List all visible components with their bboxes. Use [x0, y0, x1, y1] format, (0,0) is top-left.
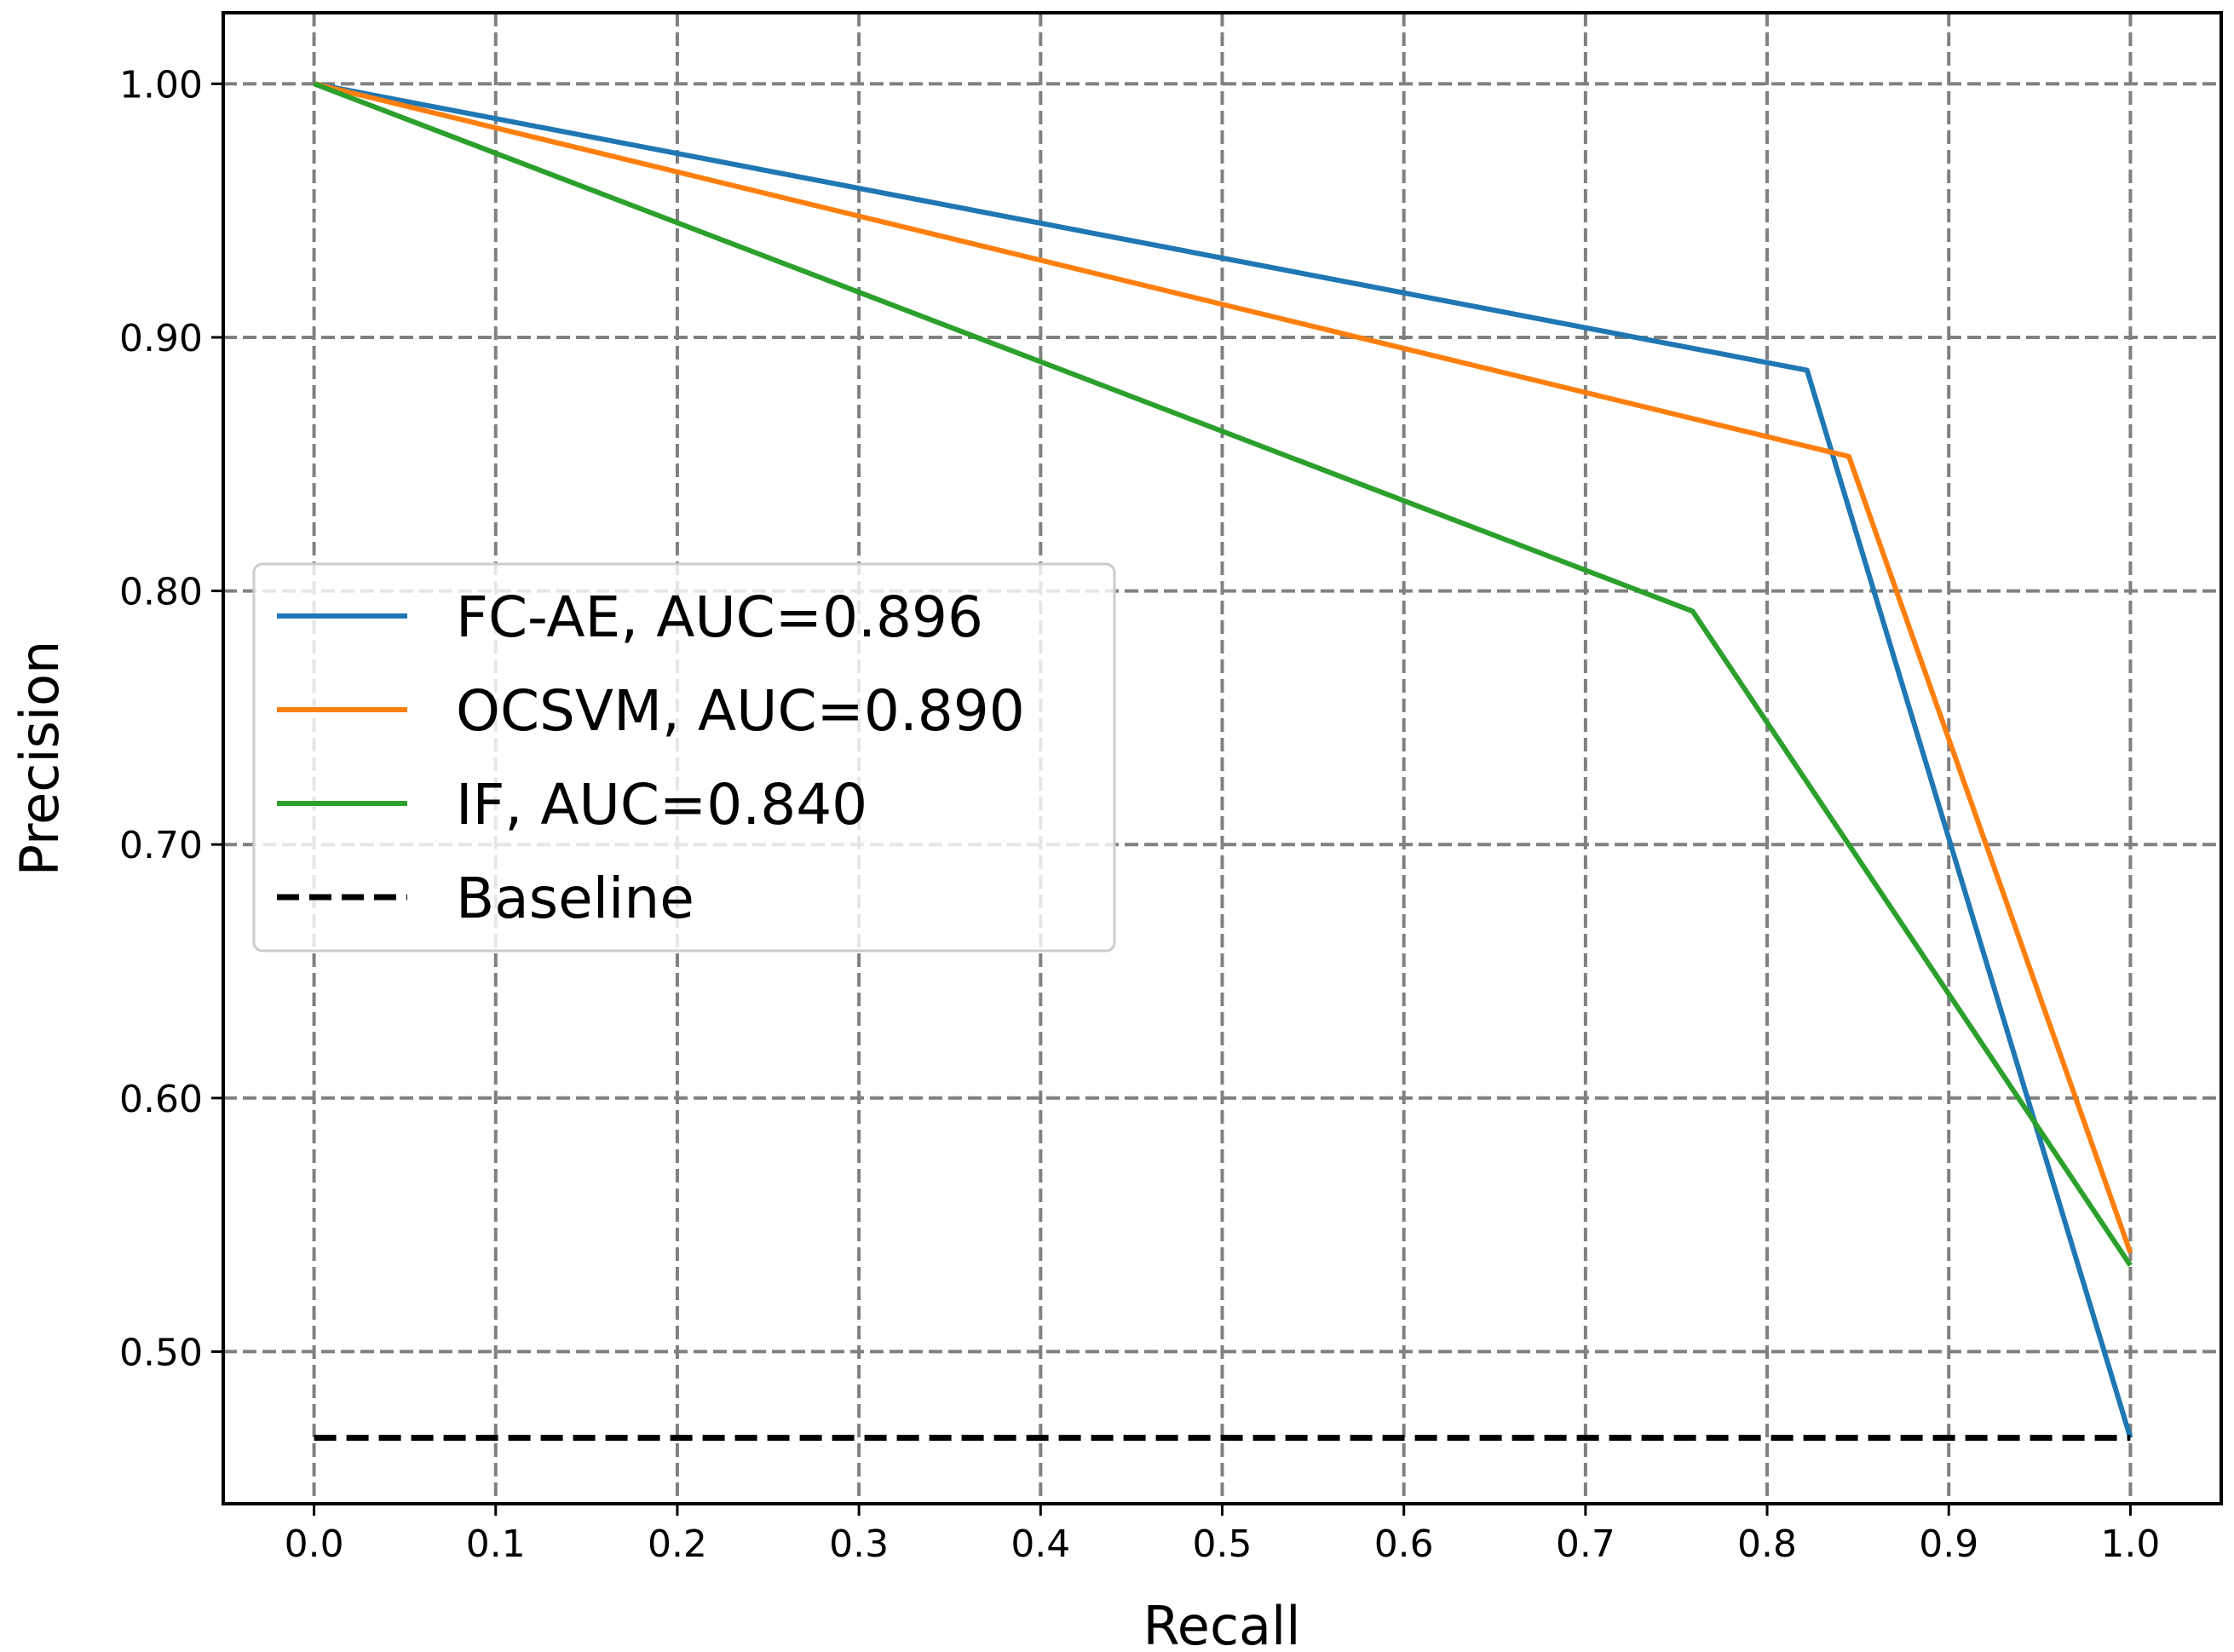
- x-tick-label: 1.0: [2100, 1522, 2160, 1566]
- x-tick-label: 0.7: [1556, 1522, 1615, 1566]
- y-ticks: 0.50 0.60 0.70 0.80 0.90 1.00: [119, 63, 223, 1374]
- x-tick-label: 0.8: [1737, 1522, 1797, 1566]
- legend: FC-AE, AUC=0.896 OCSVM, AUC=0.890 IF, AUC=…: [252, 562, 1116, 953]
- y-tick-label: 0.50: [119, 1331, 203, 1374]
- series-line: [313, 81, 2133, 1254]
- legend-box: [252, 562, 1116, 953]
- legend-label: OCSVM, AUC=0.890: [456, 678, 1025, 744]
- x-tick-label: 0.0: [285, 1522, 344, 1566]
- y-tick-label: 0.80: [119, 571, 203, 614]
- legend-label: FC-AE, AUC=0.896: [456, 584, 983, 650]
- x-tick-label: 0.2: [648, 1522, 707, 1566]
- y-axis-label: Precision: [9, 641, 71, 877]
- y-tick-label: 0.90: [119, 317, 203, 360]
- x-axis-label: Recall: [1143, 1595, 1301, 1652]
- x-tick-label: 0.3: [829, 1522, 889, 1566]
- x-ticks: 0.0 0.1 0.2 0.3 0.4 0.5 0.6 0.7 0.8 0.9 1.0: [285, 1504, 2160, 1566]
- x-tick-label: 0.1: [466, 1522, 526, 1566]
- series-lines: [313, 81, 2133, 1442]
- legend-label: Baseline: [456, 866, 694, 931]
- legend-label: IF, AUC=0.840: [456, 772, 867, 838]
- y-tick-label: 1.00: [119, 63, 203, 106]
- y-tick-label: 0.60: [119, 1078, 203, 1121]
- x-tick-label: 0.5: [1193, 1522, 1252, 1566]
- y-tick-label: 0.70: [119, 824, 203, 867]
- x-tick-label: 0.4: [1010, 1522, 1070, 1566]
- x-tick-label: 0.9: [1919, 1522, 1978, 1566]
- x-tick-label: 0.6: [1374, 1522, 1434, 1566]
- series-line: [314, 81, 2133, 1439]
- legend-items: FC-AE, AUC=0.896 OCSVM, AUC=0.890 IF, AUC=…: [277, 584, 1025, 931]
- series-line: [313, 81, 2133, 1267]
